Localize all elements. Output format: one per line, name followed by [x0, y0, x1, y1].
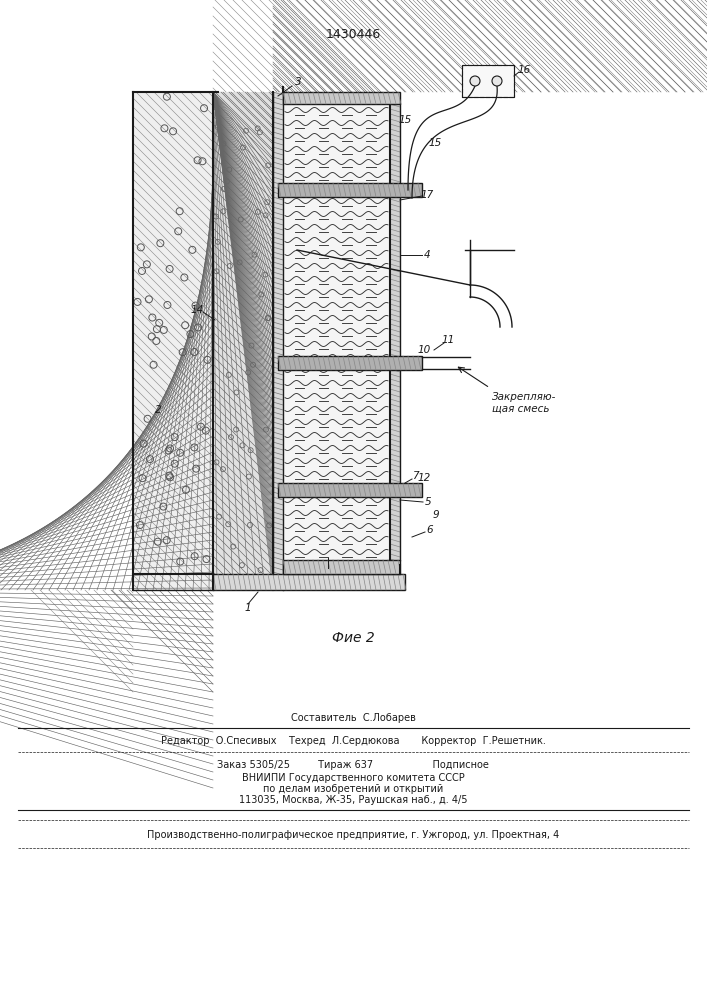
Text: 6: 6 — [427, 525, 433, 535]
Circle shape — [492, 76, 502, 86]
Polygon shape — [213, 92, 273, 590]
Text: 113035, Москва, Ж-35, Раушская наб., д. 4/5: 113035, Москва, Ж-35, Раушская наб., д. … — [239, 795, 467, 805]
Text: 3: 3 — [295, 77, 301, 87]
Text: −: − — [470, 76, 479, 86]
Text: 16: 16 — [518, 65, 531, 75]
Text: 17: 17 — [421, 190, 433, 200]
Text: Фие 2: Фие 2 — [332, 631, 375, 645]
Bar — [462, 65, 514, 97]
Text: 2: 2 — [155, 405, 161, 415]
Text: Заказ 5305/25         Тираж 637                   Подписное: Заказ 5305/25 Тираж 637 Подписное — [217, 760, 489, 770]
Text: по делам изобретений и открытий: по делам изобретений и открытий — [263, 784, 443, 794]
Text: 8: 8 — [327, 567, 333, 577]
Polygon shape — [273, 92, 283, 590]
Text: 10: 10 — [417, 345, 431, 355]
Text: 9: 9 — [433, 510, 439, 520]
Text: 1: 1 — [245, 603, 251, 613]
Polygon shape — [213, 574, 405, 590]
Text: 4: 4 — [423, 250, 431, 260]
Text: 5: 5 — [425, 497, 431, 507]
Text: +: + — [492, 76, 502, 86]
Text: Редактор  О.Спесивых    Техред  Л.Сердюкова       Корректор  Г.Решетник.: Редактор О.Спесивых Техред Л.Сердюкова К… — [160, 736, 545, 746]
Text: 1430446: 1430446 — [325, 28, 380, 41]
Polygon shape — [278, 183, 422, 197]
Text: Закрепляю-
щая смесь: Закрепляю- щая смесь — [492, 392, 556, 414]
Polygon shape — [278, 483, 422, 497]
Polygon shape — [390, 104, 400, 560]
Circle shape — [470, 76, 480, 86]
Polygon shape — [283, 92, 400, 104]
Polygon shape — [278, 356, 422, 370]
Text: Составитель  С.Лобарев: Составитель С.Лобарев — [291, 713, 416, 723]
Text: 7: 7 — [411, 471, 419, 481]
Text: 12: 12 — [417, 473, 431, 483]
Polygon shape — [283, 104, 390, 560]
Text: Производственно-полиграфическое предприятие, г. Ужгород, ул. Проектная, 4: Производственно-полиграфическое предприя… — [147, 830, 559, 840]
Text: 15: 15 — [428, 138, 442, 148]
Text: ВНИИПИ Государственного комитета СССР: ВНИИПИ Государственного комитета СССР — [242, 773, 464, 783]
Polygon shape — [283, 560, 400, 574]
Polygon shape — [133, 92, 213, 590]
Text: 11: 11 — [441, 335, 455, 345]
Text: 15: 15 — [398, 115, 411, 125]
Text: 14: 14 — [190, 305, 204, 315]
